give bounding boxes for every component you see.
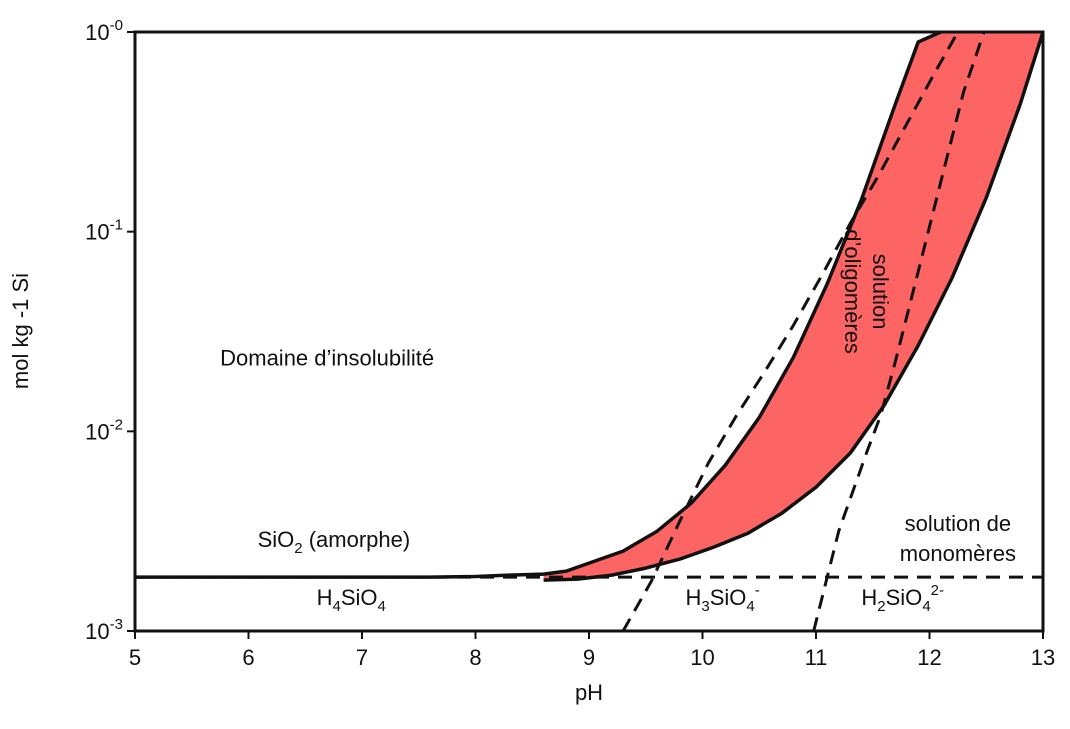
monomer-annotation: solution de monomères bbox=[900, 511, 1016, 566]
y-axis-label: mol kg -1 Si bbox=[8, 273, 33, 389]
x-tick-label: 11 bbox=[805, 645, 828, 670]
solubility-curve-1 bbox=[543, 32, 1043, 582]
curve-layer bbox=[135, 32, 1043, 631]
axis-ticks: 5 6 7 8 9 10 11 12 13 10-3 10-2 10-1 10-0 bbox=[85, 17, 1055, 670]
species-label: H4SiO4 bbox=[317, 585, 386, 615]
species-label: H2SiO42- bbox=[861, 582, 944, 615]
species-label: H3SiO4- bbox=[685, 582, 759, 615]
x-tick-label: 5 bbox=[129, 645, 141, 670]
y-tick-label: 10-2 bbox=[85, 416, 123, 444]
oligomer-region-fill bbox=[543, 32, 1043, 581]
x-tick-label: 12 bbox=[917, 645, 941, 670]
x-tick-label: 7 bbox=[356, 645, 368, 670]
label-layer: Domaine d’insolubilité solutiond’oligomèr… bbox=[220, 229, 1016, 615]
oligomer-annotation: solutiond’oligomères bbox=[840, 229, 893, 354]
x-tick-label: 10 bbox=[690, 645, 714, 670]
dashed-boundary-4 bbox=[812, 32, 986, 631]
y-tick-label: 10-0 bbox=[85, 17, 123, 45]
species-label: SiO2 (amorphe) bbox=[258, 527, 411, 557]
insolubility-annotation: Domaine d’insolubilité bbox=[220, 345, 434, 370]
x-tick-label: 13 bbox=[1031, 645, 1055, 670]
x-tick-label: 9 bbox=[583, 645, 595, 670]
x-tick-label: 6 bbox=[242, 645, 254, 670]
dashed-boundary-3 bbox=[621, 32, 960, 631]
y-tick-label: 10-1 bbox=[85, 217, 123, 245]
x-tick-label: 8 bbox=[469, 645, 481, 670]
x-axis-label: pH bbox=[575, 680, 603, 705]
oligomer-area bbox=[543, 32, 1043, 581]
y-tick-label: 10-3 bbox=[85, 616, 123, 644]
